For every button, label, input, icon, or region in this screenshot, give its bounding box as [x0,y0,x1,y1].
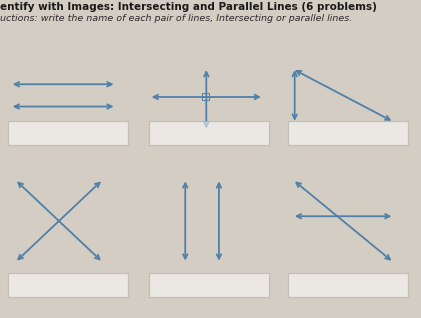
Text: uctions: write the name of each pair of lines, Intersecting or parallel lines.: uctions: write the name of each pair of … [0,14,352,23]
Bar [288,273,408,297]
Bar [288,121,408,145]
Bar [8,121,128,145]
Bar [202,93,209,100]
Bar [149,273,269,297]
Text: entify with Images: Intersecting and Parallel Lines (6 problems): entify with Images: Intersecting and Par… [0,2,377,11]
Bar [149,121,269,145]
Bar [8,273,128,297]
